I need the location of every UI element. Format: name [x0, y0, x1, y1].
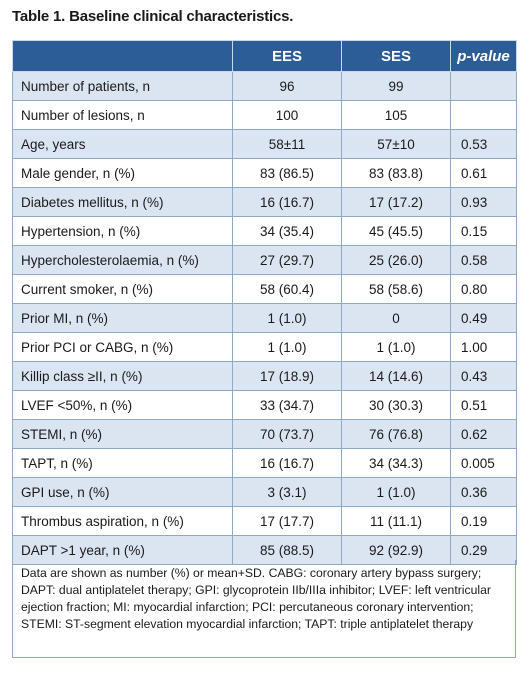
header-p-value-text: p-value — [457, 47, 510, 65]
cell-ses: 0 — [341, 303, 451, 333]
cell-ses: 58 (58.6) — [341, 274, 451, 304]
table-body: Number of patients, n 96 99 Number of lesio… — [12, 71, 517, 565]
cell-ees: 1 (1.0) — [232, 303, 342, 333]
cell-ses: 105 — [341, 100, 451, 130]
row-label: STEMI, n (%) — [12, 419, 233, 449]
table-row: Thrombus aspiration, n (%) 17 (17.7) 11 (1… — [12, 506, 517, 536]
row-label: Age, years — [12, 129, 233, 159]
cell-ees: 1 (1.0) — [232, 332, 342, 362]
row-label: Number of lesions, n — [12, 100, 233, 130]
cell-p-value: 0.51 — [450, 390, 517, 420]
cell-ses: 11 (11.1) — [341, 506, 451, 536]
cell-p-value — [450, 100, 517, 130]
cell-p-value: 0.80 — [450, 274, 517, 304]
table-row: Age, years 58±11 57±10 0.53 — [12, 129, 517, 159]
row-label: Male gender, n (%) — [12, 158, 233, 188]
table-row: Hypertension, n (%) 34 (35.4) 45 (45.5) 0.1… — [12, 216, 517, 246]
row-label: Number of patients, n — [12, 71, 233, 101]
cell-ses: 45 (45.5) — [341, 216, 451, 246]
cell-ees: 33 (34.7) — [232, 390, 342, 420]
cell-ees: 100 — [232, 100, 342, 130]
cell-ses: 76 (76.8) — [341, 419, 451, 449]
cell-ses: 1 (1.0) — [341, 477, 451, 507]
table-row: STEMI, n (%) 70 (73.7) 76 (76.8) 0.62 — [12, 419, 517, 449]
cell-p-value: 0.005 — [450, 448, 517, 478]
cell-ees: 96 — [232, 71, 342, 101]
table-row: DAPT >1 year, n (%) 85 (88.5) 92 (92.9) 0.2… — [12, 535, 517, 565]
cell-ees: 27 (29.7) — [232, 245, 342, 275]
baseline-characteristics-table: EES SES p-value Number of patients, n 96 9… — [12, 40, 517, 565]
cell-ses: 83 (83.8) — [341, 158, 451, 188]
cell-p-value: 0.43 — [450, 361, 517, 391]
cell-ees: 16 (16.7) — [232, 187, 342, 217]
table-row: Male gender, n (%) 83 (86.5) 83 (83.8) 0.61 — [12, 158, 517, 188]
cell-ees: 34 (35.4) — [232, 216, 342, 246]
header-ses: SES — [341, 40, 451, 72]
table-row: Diabetes mellitus, n (%) 16 (16.7) 17 (17.… — [12, 187, 517, 217]
cell-ses: 34 (34.3) — [341, 448, 451, 478]
cell-ses: 14 (14.6) — [341, 361, 451, 391]
table-row: Hypercholesterolaemia, n (%) 27 (29.7) 25 … — [12, 245, 517, 275]
row-label: Thrombus aspiration, n (%) — [12, 506, 233, 536]
table-row: Number of lesions, n 100 105 — [12, 100, 517, 130]
table-row: Current smoker, n (%) 58 (60.4) 58 (58.6) 0… — [12, 274, 517, 304]
cell-p-value: 1.00 — [450, 332, 517, 362]
cell-p-value: 0.49 — [450, 303, 517, 333]
header-ees: EES — [232, 40, 342, 72]
row-label: Hypercholesterolaemia, n (%) — [12, 245, 233, 275]
table-row: GPI use, n (%) 3 (3.1) 1 (1.0) 0.36 — [12, 477, 517, 507]
cell-ees: 58 (60.4) — [232, 274, 342, 304]
row-label: Current smoker, n (%) — [12, 274, 233, 304]
cell-ses: 30 (30.3) — [341, 390, 451, 420]
table-header-row: EES SES p-value — [12, 40, 517, 72]
cell-ees: 58±11 — [232, 129, 342, 159]
row-label: Diabetes mellitus, n (%) — [12, 187, 233, 217]
cell-ses: 92 (92.9) — [341, 535, 451, 565]
header-p-value: p-value — [450, 40, 517, 72]
cell-ees: 83 (86.5) — [232, 158, 342, 188]
table-row: Prior MI, n (%) 1 (1.0) 0 0.49 — [12, 303, 517, 333]
row-label: Prior MI, n (%) — [12, 303, 233, 333]
cell-p-value: 0.29 — [450, 535, 517, 565]
table-row: Killip class ≥II, n (%) 17 (18.9) 14 (14.6… — [12, 361, 517, 391]
cell-p-value: 0.15 — [450, 216, 517, 246]
table-footnote: Data are shown as number (%) or mean+SD.… — [12, 560, 516, 658]
table-row: TAPT, n (%) 16 (16.7) 34 (34.3) 0.005 — [12, 448, 517, 478]
cell-p-value: 0.62 — [450, 419, 517, 449]
table-caption: Table 1. Baseline clinical characteristi… — [12, 8, 294, 25]
header-blank — [12, 40, 233, 72]
cell-p-value: 0.61 — [450, 158, 517, 188]
cell-ses: 99 — [341, 71, 451, 101]
cell-ses: 17 (17.2) — [341, 187, 451, 217]
row-label: Prior PCI or CABG, n (%) — [12, 332, 233, 362]
cell-p-value: 0.53 — [450, 129, 517, 159]
cell-ees: 16 (16.7) — [232, 448, 342, 478]
table-row: Prior PCI or CABG, n (%) 1 (1.0) 1 (1.0) 1.… — [12, 332, 517, 362]
cell-p-value: 0.19 — [450, 506, 517, 536]
cell-ses: 25 (26.0) — [341, 245, 451, 275]
row-label: LVEF <50%, n (%) — [12, 390, 233, 420]
cell-ees: 70 (73.7) — [232, 419, 342, 449]
table-row: LVEF <50%, n (%) 33 (34.7) 30 (30.3) 0.51 — [12, 390, 517, 420]
table-row: Number of patients, n 96 99 — [12, 71, 517, 101]
cell-ees: 17 (18.9) — [232, 361, 342, 391]
cell-p-value: 0.58 — [450, 245, 517, 275]
cell-p-value: 0.93 — [450, 187, 517, 217]
cell-ees: 3 (3.1) — [232, 477, 342, 507]
row-label: Killip class ≥II, n (%) — [12, 361, 233, 391]
cell-p-value — [450, 71, 517, 101]
cell-ses: 57±10 — [341, 129, 451, 159]
cell-ees: 17 (17.7) — [232, 506, 342, 536]
row-label: GPI use, n (%) — [12, 477, 233, 507]
row-label: TAPT, n (%) — [12, 448, 233, 478]
cell-p-value: 0.36 — [450, 477, 517, 507]
cell-ses: 1 (1.0) — [341, 332, 451, 362]
row-label: Hypertension, n (%) — [12, 216, 233, 246]
row-label: DAPT >1 year, n (%) — [12, 535, 233, 565]
